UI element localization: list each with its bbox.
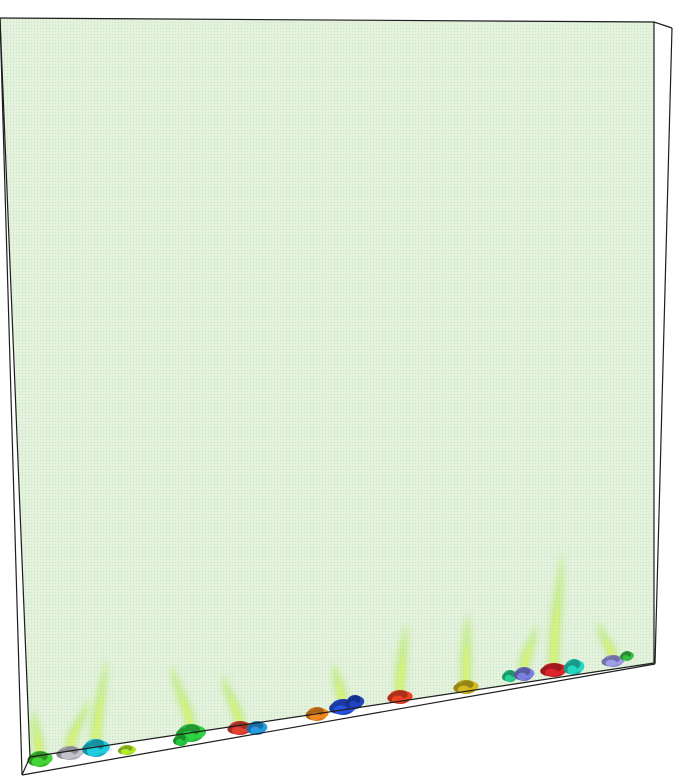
blob-green-3: [172, 734, 190, 746]
blob-olive-1: [453, 680, 479, 694]
plume-lavender-1: [597, 621, 619, 659]
blob-crimson-1: [540, 663, 568, 677]
blob-lobe: [567, 665, 578, 675]
blob-lobe: [61, 751, 75, 760]
plume-core-olive-1: [462, 642, 469, 686]
box-edge-left-outer: [0, 17, 23, 776]
plume-core-crimson-1: [551, 598, 559, 669]
box-edge-front-right: [654, 27, 673, 665]
blob-lobe: [87, 746, 101, 757]
plume-layer: [30, 550, 619, 758]
box-edge-left: [0, 17, 31, 758]
blob-green-4: [620, 651, 634, 661]
plume-crimson-1: [548, 550, 564, 668]
blob-lobe: [545, 668, 559, 677]
blob-lobe: [504, 674, 513, 682]
bounding-box: [0, 17, 673, 776]
box-edge-bottom-left: [21, 756, 31, 776]
plume-core-green-1: [35, 729, 43, 758]
plume-red-1: [222, 673, 246, 726]
blob-lobe: [31, 757, 44, 767]
blob-slate-1: [513, 667, 535, 681]
blob-yellow-green: [117, 745, 137, 755]
plume-slate-1: [518, 624, 537, 672]
blob-lavender-1: [601, 655, 625, 667]
plume-red-2: [394, 622, 408, 695]
blob-lobe: [349, 700, 358, 709]
blob-lobe: [175, 738, 184, 746]
plume-blue-2: [332, 662, 349, 705]
plume-core-red-2: [397, 652, 404, 696]
blob-blue-1: [246, 721, 268, 735]
plume-core-red-1: [231, 695, 243, 727]
blob-lobe: [121, 749, 130, 755]
box-edge-bottom-front: [21, 663, 656, 776]
plume-core-slate-1: [521, 644, 531, 673]
blob-lobe: [250, 726, 261, 735]
blob-lobe: [605, 659, 617, 667]
blob-lobe: [622, 655, 630, 661]
blob-cyan-1: [82, 739, 110, 757]
plume-core-green-2: [181, 691, 194, 732]
box-edge-bottom-back: [29, 662, 655, 758]
blob-teal-2: [563, 659, 585, 675]
blob-navy-1: [345, 695, 365, 709]
blob-lobe: [517, 672, 528, 681]
plume-core-lavender-1: [605, 637, 616, 660]
plume-core-cyan-1: [93, 694, 102, 747]
volume-particle-field: [0, 18, 654, 757]
blob-lobe: [231, 726, 244, 735]
plume-core-grey-1: [67, 720, 80, 752]
